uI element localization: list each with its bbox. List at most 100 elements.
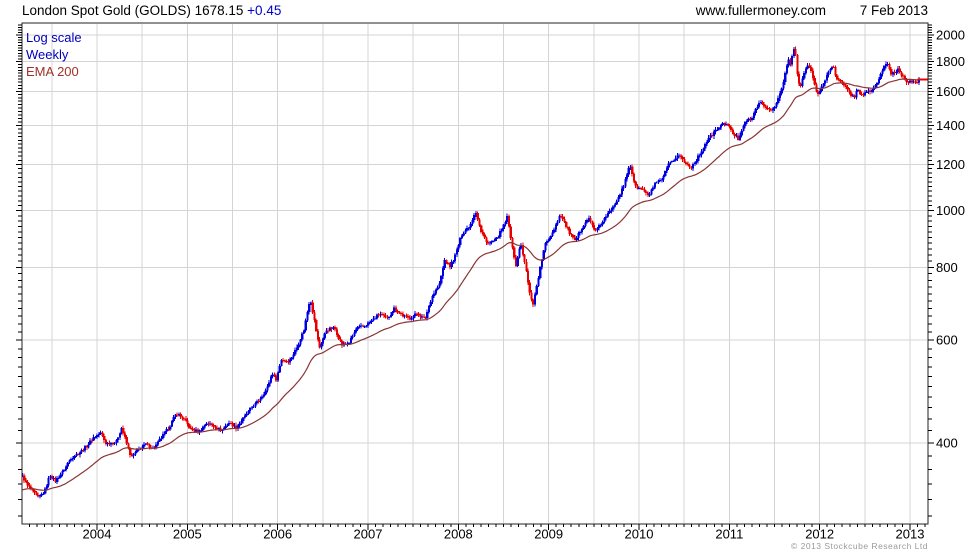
- candle-body: [99, 432, 102, 435]
- candle-body: [134, 452, 137, 455]
- candle-body: [57, 477, 61, 479]
- candle-body: [719, 124, 723, 128]
- candle-body: [643, 189, 646, 192]
- candle-body: [288, 359, 292, 363]
- candle-body: [518, 248, 521, 258]
- candle-body: [679, 155, 683, 157]
- last-price-marker: [917, 78, 928, 81]
- candle-body: [209, 423, 212, 425]
- candle-body: [627, 168, 630, 175]
- candle-body: [450, 261, 453, 268]
- candle-body: [84, 446, 87, 451]
- candle-body: [184, 418, 187, 421]
- candle-body: [255, 400, 259, 403]
- candle-body: [487, 242, 490, 244]
- candle-body: [646, 192, 650, 196]
- candle-body: [174, 414, 177, 418]
- candle-body: [898, 68, 901, 72]
- candle-body: [759, 101, 762, 103]
- candle-body: [63, 470, 66, 472]
- instrument-and-price: London Spot Gold (GOLDS) 1678.15: [22, 3, 244, 18]
- candle-body: [368, 321, 372, 323]
- y-axis-label: 400: [936, 435, 958, 450]
- candle-body: [287, 361, 290, 363]
- y-axis-label: 600: [936, 333, 958, 348]
- candle-body: [749, 118, 752, 121]
- candle-body: [697, 155, 700, 161]
- candle-body: [61, 470, 64, 475]
- candle-body: [563, 218, 566, 223]
- candle-body: [587, 217, 590, 220]
- candle-body: [702, 148, 705, 152]
- candle-body: [410, 318, 413, 320]
- candle-body: [551, 232, 554, 237]
- candle-body: [481, 231, 485, 235]
- candle-body: [853, 95, 856, 98]
- candle-body: [297, 344, 300, 348]
- candle-body: [577, 232, 580, 238]
- candle-body: [846, 87, 849, 90]
- candle-body: [617, 197, 620, 202]
- candle-body: [740, 130, 743, 136]
- candle-body: [396, 311, 399, 313]
- candle-body: [791, 55, 794, 65]
- candle-body: [862, 94, 865, 96]
- candle-body: [35, 492, 38, 495]
- x-axis-label: 2008: [444, 527, 473, 542]
- candle-body: [895, 71, 898, 74]
- candle-body: [655, 182, 658, 184]
- candle-body: [276, 372, 280, 381]
- candle-body: [183, 418, 186, 420]
- candle-body: [620, 188, 623, 195]
- candle-body: [735, 135, 738, 137]
- candle-body: [608, 211, 611, 214]
- candle-body: [224, 425, 227, 428]
- candle-body: [148, 444, 151, 448]
- candle-body: [492, 240, 495, 242]
- candle-body: [349, 337, 353, 343]
- candle-body: [68, 460, 71, 464]
- candle-body: [884, 64, 888, 67]
- candle-body: [877, 78, 881, 83]
- candle-body: [466, 228, 469, 231]
- candle-body: [474, 213, 478, 216]
- candle-body: [306, 312, 309, 321]
- candle-body: [502, 224, 505, 230]
- candle-body: [586, 219, 589, 223]
- candle-body: [728, 125, 731, 128]
- candle-body: [513, 247, 516, 258]
- candle-body: [526, 271, 530, 283]
- candle-body: [579, 232, 582, 234]
- candle-body: [559, 216, 563, 218]
- x-axis-label: 2009: [534, 527, 563, 542]
- candle-body: [540, 259, 544, 267]
- candle-body: [575, 237, 578, 240]
- candle-body: [361, 325, 365, 327]
- candle-body: [407, 316, 410, 318]
- candle-body: [71, 458, 75, 460]
- y-axis-label: 1600: [936, 84, 965, 99]
- candle-body: [850, 92, 853, 96]
- candle-body: [143, 444, 146, 447]
- candle-body: [824, 80, 827, 84]
- candle-body: [415, 313, 419, 315]
- candle-body: [85, 446, 88, 448]
- candle-body: [778, 93, 782, 99]
- candle-body: [103, 436, 106, 441]
- candle-body: [606, 213, 610, 217]
- candle-body: [207, 423, 210, 425]
- candle-body: [872, 87, 875, 90]
- candle-body: [542, 250, 545, 260]
- candle-body: [869, 90, 872, 92]
- candle-body: [867, 90, 870, 92]
- candle-body: [28, 485, 31, 488]
- candle-body: [725, 124, 728, 126]
- candle-body: [341, 341, 344, 346]
- candle-body: [299, 339, 302, 345]
- candle-body: [763, 104, 766, 107]
- candle-body: [294, 349, 297, 355]
- candle-body: [441, 268, 445, 277]
- candle-body: [191, 428, 194, 430]
- candle-body: [346, 343, 349, 345]
- candle-body: [90, 440, 94, 442]
